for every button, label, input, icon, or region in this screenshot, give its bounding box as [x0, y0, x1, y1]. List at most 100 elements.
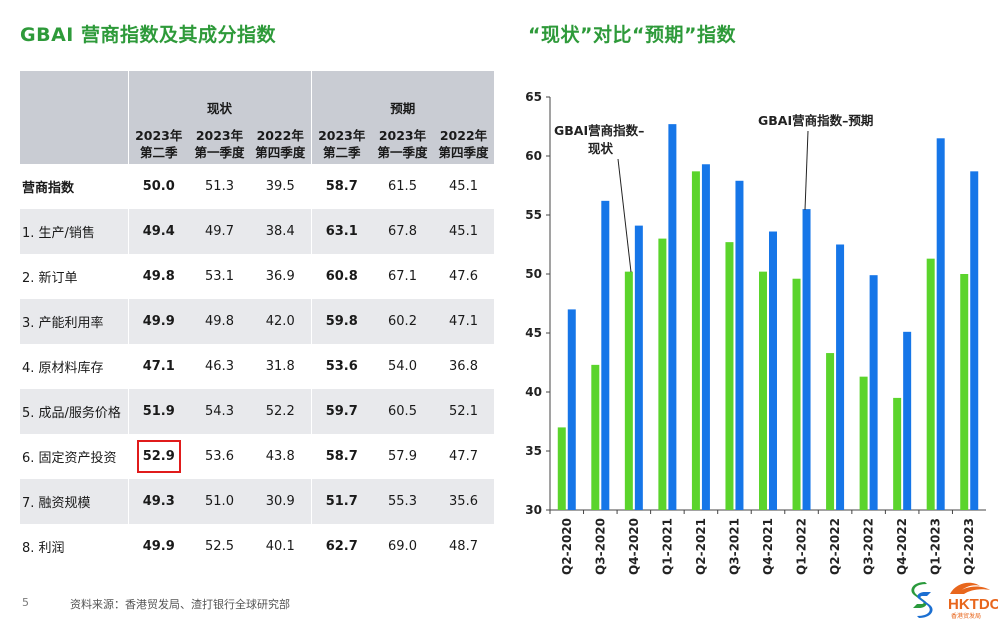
table-row: 3. 产能利用率 49.9 49.8 42.0 59.8 60.2 47.1 — [20, 299, 495, 344]
y-tick-label: 45 — [525, 326, 542, 340]
annotation-expected: GBAI营商指数–预期 — [758, 113, 873, 128]
bar-expected — [903, 331, 912, 510]
bar-current — [725, 242, 734, 510]
bar-expected — [970, 171, 979, 510]
table-cell: 55.3 — [372, 479, 433, 524]
period-header: 2023年 第二季 — [127, 123, 189, 164]
row-label: 营商指数 — [20, 164, 128, 209]
x-tick-label: Q3-2021 — [727, 518, 741, 575]
period-year: 2023年 — [378, 127, 427, 143]
index-table: 现状 预期 2023年 第二季 2023年 第一季度 2022年 第四季度 2023年 第二季… — [20, 71, 495, 569]
table-row: 4. 原材料库存 47.1 46.3 31.8 53.6 54.0 36.8 — [20, 344, 495, 389]
bar-chart: 30 35 40 45 50 55 60 65 Q2-2020 Q3-2020 Q4-2020 Q1-… — [525, 90, 986, 575]
period-year: 2022年 — [256, 127, 304, 143]
row-label: 3. 产能利用率 — [20, 299, 128, 344]
table-row: 营商指数 50.0 51.3 39.5 58.7 61.5 45.1 — [20, 164, 495, 209]
corner-cell — [20, 71, 128, 123]
table-cell: 61.5 — [372, 164, 433, 209]
bar-expected — [601, 200, 610, 510]
period-quarter: 第二季 — [322, 144, 361, 160]
bar-expected — [735, 180, 744, 510]
x-tick-label: Q4-2021 — [761, 518, 775, 575]
bar-current — [826, 353, 835, 510]
hktdc-logo: HKTDC 香港贸发局 — [948, 582, 998, 620]
group-header-expected: 预期 — [310, 71, 495, 123]
table-cell: 47.6 — [433, 254, 495, 299]
table-cell: 51.3 — [189, 164, 250, 209]
corner-cell — [20, 123, 128, 164]
table-cell: 53.6 — [189, 434, 250, 479]
row-label: 4. 原材料库存 — [20, 344, 128, 389]
table-cell: 53.1 — [189, 254, 250, 299]
highlighted-value: 52.9 — [136, 440, 181, 473]
table-cell: 48.7 — [433, 524, 495, 569]
bar-expected — [869, 275, 878, 510]
table-cell: 40.1 — [250, 524, 311, 569]
bar-current — [624, 271, 633, 510]
x-tick-label: Q3-2022 — [862, 518, 876, 575]
bar-current — [557, 427, 566, 510]
y-tick-label: 60 — [525, 149, 542, 163]
y-tick-label: 30 — [525, 503, 542, 517]
row-label: 6. 固定资产投资 — [20, 434, 128, 479]
table-cell: 51.0 — [189, 479, 250, 524]
table-cell: 45.1 — [433, 164, 495, 209]
chart-title: “现状”对比“预期”指数 — [528, 24, 736, 46]
period-header: 2022年 第四季度 — [250, 123, 311, 164]
y-tick-label: 55 — [525, 208, 542, 222]
table-cell: 39.5 — [250, 164, 311, 209]
bar-current — [960, 274, 969, 510]
row-label: 2. 新订单 — [20, 254, 128, 299]
table-row: 2. 新订单 49.8 53.1 36.9 60.8 67.1 47.6 — [20, 254, 495, 299]
table-row: 6. 固定资产投资 52.9 53.6 43.8 58.7 57.9 47.7 — [20, 434, 495, 479]
table-cell: 52.2 — [250, 389, 311, 434]
bar-current — [859, 376, 868, 510]
row-label: 1. 生产/销售 — [20, 209, 128, 254]
table-cell: 49.8 — [189, 299, 250, 344]
period-quarter: 第一季度 — [377, 144, 428, 160]
x-tick-label: Q2-2023 — [962, 518, 976, 575]
bar-current — [759, 271, 767, 510]
table-cell: 53.6 — [310, 344, 372, 389]
bar-expected — [836, 244, 845, 510]
bar-expected — [936, 138, 945, 511]
group-header-current: 现状 — [127, 71, 311, 123]
period-header: 2023年 第一季度 — [372, 123, 433, 164]
period-year: 2023年 — [135, 127, 183, 143]
period-year: 2023年 — [195, 127, 244, 143]
hktdc-subtext: 香港贸发局 — [951, 612, 981, 620]
table-cell: 60.8 — [310, 254, 372, 299]
table-cell: 47.1 — [127, 344, 189, 389]
period-quarter: 第四季度 — [255, 144, 306, 160]
table-cell: 59.8 — [310, 299, 372, 344]
table-cell: 59.7 — [310, 389, 372, 434]
y-tick-label: 40 — [525, 385, 542, 399]
table-cell: 47.1 — [433, 299, 495, 344]
table-cell: 49.3 — [127, 479, 189, 524]
table-cell: 62.7 — [310, 524, 372, 569]
table-cell: 31.8 — [250, 344, 311, 389]
table-cell: 51.9 — [127, 389, 189, 434]
table-row: 8. 利润 49.9 52.5 40.1 62.7 69.0 48.7 — [20, 524, 495, 569]
period-quarter: 第一季度 — [194, 144, 245, 160]
table-cell: 63.1 — [310, 209, 372, 254]
table-cell: 69.0 — [372, 524, 433, 569]
x-tick-label: Q2-2021 — [694, 518, 708, 575]
table-cell: 54.3 — [189, 389, 250, 434]
bar-expected — [634, 225, 643, 510]
x-tick-label: Q4-2022 — [895, 518, 909, 575]
x-tick-label: Q4-2020 — [627, 518, 641, 575]
table-cell: 50.0 — [127, 164, 189, 209]
table-title: GBAI 营商指数及其成分指数 — [20, 24, 276, 46]
table-cell: 47.7 — [433, 434, 495, 479]
bar-current — [893, 397, 902, 510]
table-cell: 57.9 — [372, 434, 433, 479]
x-tick-label: Q1-2022 — [795, 518, 809, 575]
table-row: 7. 融资规模 49.3 51.0 30.9 51.7 55.3 35.6 — [20, 479, 495, 524]
table-cell: 46.3 — [189, 344, 250, 389]
bar-current — [926, 258, 935, 510]
hktdc-text: HKTDC — [948, 596, 998, 613]
table-cell: 67.1 — [372, 254, 433, 299]
period-year: 2022年 — [439, 127, 488, 143]
page-number: 5 — [22, 596, 29, 609]
